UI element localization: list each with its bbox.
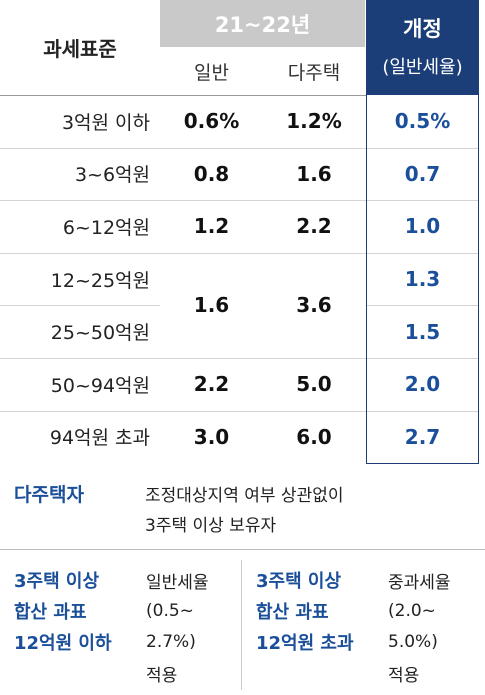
case-rate: (0.5~ bbox=[146, 601, 194, 621]
case-condition: 12억원 이하 bbox=[14, 633, 112, 654]
multi-cell: 6.0 bbox=[296, 424, 332, 449]
reform-header-bg bbox=[367, 0, 478, 95]
reform-cell: 2.0 bbox=[404, 372, 441, 397]
reform-title: 개정 bbox=[403, 17, 442, 41]
reform-cell: 1.5 bbox=[404, 319, 441, 344]
row-rule bbox=[367, 252, 478, 254]
reform-cell: 0.7 bbox=[404, 161, 441, 186]
case-condition: 3주택 이상 bbox=[14, 571, 100, 592]
reform-sub: (일반세율) bbox=[382, 57, 463, 78]
divider bbox=[0, 549, 485, 550]
case-condition: 3주택 이상 bbox=[256, 571, 342, 592]
general-cell: 3.0 bbox=[193, 424, 230, 449]
bracket-cell: 94억원 초과 bbox=[49, 427, 150, 450]
general-cell: 0.6% bbox=[183, 109, 240, 134]
bracket-cell: 3억원 이하 bbox=[61, 111, 150, 134]
bracket-cell: 6~12억원 bbox=[62, 216, 150, 239]
case-rate: 적용 bbox=[388, 665, 420, 686]
multi-cell: 1.6 bbox=[296, 161, 332, 186]
reform-border bbox=[366, 0, 479, 464]
reform-cell: 1.0 bbox=[404, 214, 441, 239]
row-rule bbox=[367, 358, 478, 359]
row-rule bbox=[0, 358, 366, 359]
note-line: 3주택 이상 보유자 bbox=[145, 515, 277, 536]
reform-cell: 1.3 bbox=[404, 267, 441, 292]
row-rule bbox=[0, 147, 366, 149]
case-condition: 합산 과표 bbox=[256, 602, 329, 623]
general-cell: 2.2 bbox=[193, 372, 230, 397]
multi-cell: 5.0 bbox=[296, 372, 332, 397]
bracket-cell: 25~50억원 bbox=[50, 322, 150, 345]
case-rate: 2.7%) bbox=[146, 632, 196, 652]
case-condition: 12억원 초과 bbox=[256, 633, 354, 654]
general-header: 일반 bbox=[194, 61, 229, 84]
case-rate: (2.0~ bbox=[388, 601, 436, 621]
multi-cell: 1.2% bbox=[286, 109, 342, 134]
general-cell: 1.6 bbox=[193, 293, 230, 318]
row-rule bbox=[367, 305, 478, 307]
case-divider bbox=[241, 560, 242, 690]
multi-cell: 3.6 bbox=[296, 293, 332, 318]
multi-cell: 2.2 bbox=[296, 214, 332, 239]
row-rule bbox=[0, 252, 366, 254]
bracket-cell: 50~94억원 bbox=[50, 374, 150, 397]
row-rule bbox=[367, 200, 478, 202]
reform-cell: 0.5% bbox=[394, 109, 451, 134]
bracket-cell: 12~25억원 bbox=[50, 269, 150, 292]
case-rate: 적용 bbox=[146, 665, 178, 686]
row-rule bbox=[367, 410, 478, 412]
case-rate: 5.0%) bbox=[388, 632, 438, 652]
row-rule bbox=[0, 410, 366, 412]
case-condition: 합산 과표 bbox=[14, 602, 87, 623]
general-cell: 1.2 bbox=[193, 214, 230, 239]
case-rate: 중과세율 bbox=[388, 572, 451, 593]
multi-header: 다주택 bbox=[287, 61, 341, 84]
reform-cell: 2.7 bbox=[404, 424, 441, 449]
general-cell: 0.8 bbox=[193, 161, 230, 186]
row-rule bbox=[0, 200, 366, 202]
row-rule bbox=[0, 305, 160, 307]
note-line: 조정대상지역 여부 상관없이 bbox=[145, 485, 344, 506]
bracket-cell: 3~6억원 bbox=[74, 164, 150, 187]
header-rule bbox=[0, 95, 366, 96]
bracket-header: 과세표준 bbox=[43, 37, 117, 61]
case-rate: 일반세율 bbox=[146, 572, 209, 593]
period-header: 21~22년 bbox=[160, 0, 365, 47]
row-rule bbox=[367, 147, 478, 149]
note-label: 다주택자 bbox=[14, 483, 84, 506]
